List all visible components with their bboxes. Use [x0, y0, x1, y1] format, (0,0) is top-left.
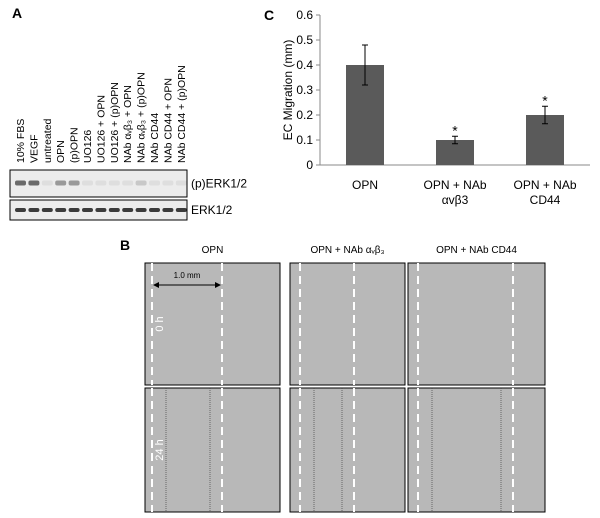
band — [68, 208, 80, 212]
band — [162, 180, 174, 186]
column-title: OPN + NAb CD44 — [436, 245, 517, 256]
band — [149, 208, 160, 212]
band — [28, 180, 40, 186]
lane-label: NAb αᵥβ₃ + (p)OPN — [136, 72, 148, 163]
x-tick-label: OPN + NAb αvβ3 — [423, 178, 487, 207]
panel-label: B — [120, 237, 130, 253]
lane-label: UO126 — [82, 130, 94, 163]
y-tick-label: 0.2 — [296, 108, 313, 122]
lane-label: VEGF — [28, 134, 40, 163]
band — [122, 208, 134, 212]
band — [15, 180, 26, 186]
band — [55, 208, 67, 212]
micrograph — [407, 262, 546, 386]
band — [28, 208, 40, 212]
row-label: 24 h — [154, 439, 166, 460]
x-tick-label: OPN — [351, 178, 378, 192]
band — [175, 180, 187, 186]
micrograph — [289, 262, 406, 386]
band — [135, 208, 147, 212]
blot-label: (p)ERK1/2 — [191, 177, 247, 191]
lane-label: NAb CD44 + (p)OPN — [176, 65, 188, 163]
lane-label: UO126 + (p)OPN — [109, 82, 121, 163]
micrograph — [289, 387, 406, 513]
y-tick-label: 0.4 — [296, 58, 313, 72]
blot-label: ERK1/2 — [191, 203, 233, 217]
x-tick-label: OPN + NAb CD44 — [513, 178, 577, 207]
band — [95, 208, 107, 212]
band — [41, 208, 53, 212]
band — [82, 180, 93, 186]
band — [41, 180, 53, 186]
lane-label: (p)OPN — [69, 127, 81, 163]
band — [135, 180, 147, 186]
significance: * — [542, 92, 548, 108]
band — [15, 208, 26, 212]
micrograph — [407, 387, 546, 513]
band — [122, 180, 134, 186]
lane-label: NAb CD44 + OPN — [162, 78, 174, 163]
column-title: OPN + NAb αᵥβ₃ — [310, 245, 384, 256]
y-tick-label: 0.6 — [296, 8, 313, 22]
band — [95, 180, 107, 186]
band — [108, 208, 120, 212]
y-tick-label: 0 — [306, 158, 313, 172]
lane-label: NAb CD44 — [149, 113, 161, 163]
lane-label: OPN — [55, 140, 67, 163]
blot — [9, 169, 188, 198]
y-axis-label: EC Migration (mm) — [281, 40, 295, 141]
band — [55, 180, 67, 186]
significance: * — [452, 122, 458, 138]
lane-label: 10% FBS — [15, 119, 27, 163]
micrograph — [144, 387, 281, 513]
lane-label: untreated — [42, 118, 54, 163]
band — [108, 180, 120, 186]
y-tick-label: 0.3 — [296, 83, 313, 97]
y-tick-label: 0.1 — [296, 133, 313, 147]
scale-label: 1.0 mm — [174, 271, 201, 280]
y-tick-label: 0.5 — [296, 33, 313, 47]
lane-label: NAb αᵥβ₃ + OPN — [122, 85, 134, 163]
lane-label: UO126 + OPN — [95, 95, 107, 163]
band — [68, 180, 80, 186]
band — [149, 180, 160, 186]
band — [82, 208, 93, 212]
column-title: OPN — [202, 245, 224, 256]
panel-label: C — [264, 7, 274, 23]
band — [175, 208, 187, 212]
panel-label: A — [12, 5, 22, 21]
band — [162, 208, 174, 212]
row-label: 0 h — [154, 316, 166, 331]
